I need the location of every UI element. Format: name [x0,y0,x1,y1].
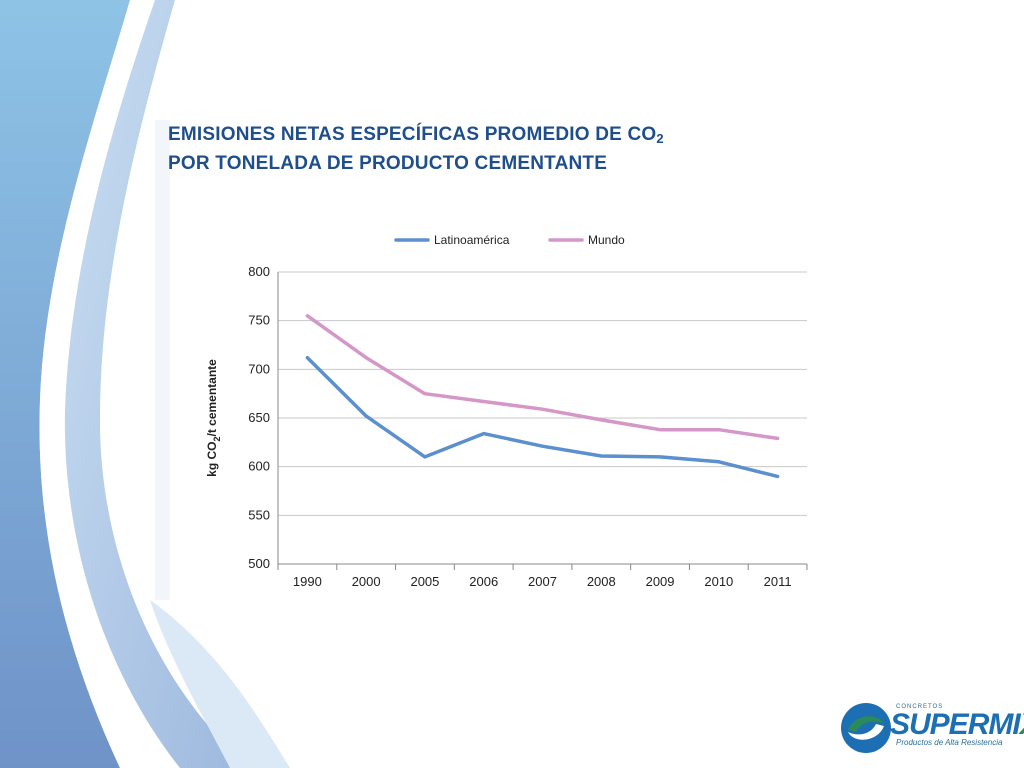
logo-mark-icon [841,703,891,753]
slide-title-line2: POR TONELADA DE PRODUCTO CEMENTANTE [168,153,608,174]
slide-title-line1: EMISIONES NETAS ESPECÍFICAS PROMEDIO DE … [168,124,664,146]
y-tick-label: 700 [248,361,270,376]
logo-tagline: Productos de Alta Resistencia [896,738,1003,747]
line-chart: 500 550 600 650 700 750 800 1990 2000 2005 2006 200… [205,233,808,589]
slide-title: EMISIONES NETAS ESPECÍFICAS PROMEDIO DE … [168,122,664,176]
x-tick-label: 2007 [528,574,557,589]
legend-label: Latinoamérica [434,233,510,247]
y-tick-label: 750 [248,313,270,328]
legend-label: Mundo [588,233,625,247]
x-tick-label: 2005 [410,574,439,589]
x-tick-label: 2011 [764,574,792,589]
y-tick-label: 550 [248,507,270,522]
x-tick-label: 1990 [293,574,322,589]
y-tick-label: 600 [248,459,270,474]
y-axis-label: kg CO2/t cementante [205,359,222,477]
y-tick-label: 500 [248,556,270,571]
x-tick-label: 2006 [469,574,498,589]
y-tick-label: 650 [248,410,270,425]
logo-brand: SUPERMIX [890,708,1024,741]
logo-top-text: CONCRETOS [896,704,944,710]
x-tick-label: 2010 [704,574,733,589]
x-tick-label: 2009 [646,574,675,589]
y-tick-label: 800 [248,264,270,279]
series-line-latinoamerica [305,355,780,479]
x-tick-label: 2008 [587,574,616,589]
x-tick-label: 2000 [352,574,381,589]
supermix-logo: CONCRETOS SUPERMIX Productos de Alta Res… [838,698,1024,758]
series-line-mundo [305,314,780,441]
